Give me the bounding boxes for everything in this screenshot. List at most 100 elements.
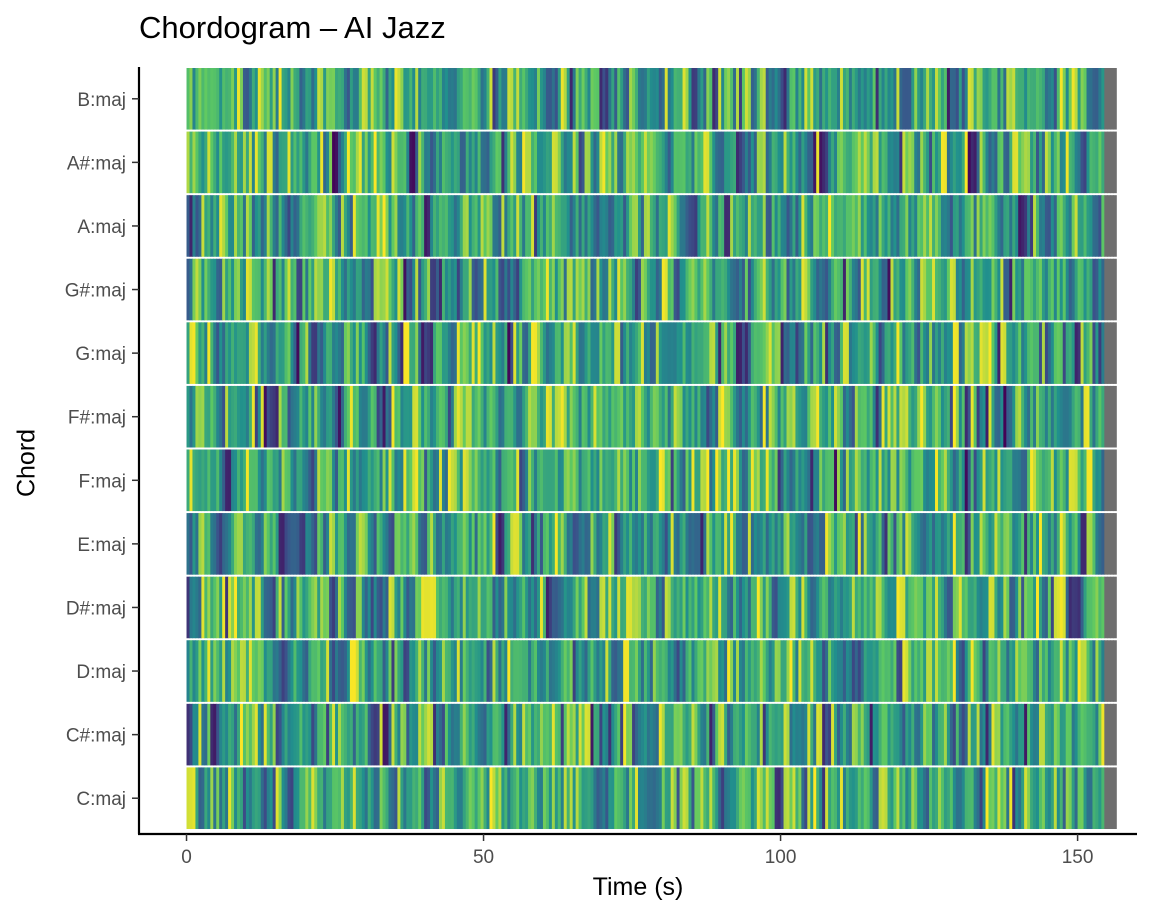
heatmap-cell	[510, 258, 514, 321]
heatmap-cell	[890, 258, 895, 321]
heatmap-cell	[340, 703, 345, 766]
heatmap-cell	[1074, 513, 1079, 575]
heatmap-cell	[667, 68, 672, 130]
heatmap-cell	[1056, 576, 1061, 639]
heatmap-cell	[323, 385, 327, 448]
heatmap-cell	[453, 767, 458, 829]
heatmap-cell	[617, 131, 621, 194]
heatmap-cell	[973, 449, 978, 512]
heatmap-cell	[685, 68, 690, 130]
heatmap-cell	[421, 513, 425, 575]
heatmap-cell	[234, 195, 238, 257]
heatmap-cell	[335, 767, 339, 829]
heatmap-cell	[706, 703, 710, 766]
heatmap-cell	[673, 767, 678, 829]
heatmap-cell	[955, 131, 960, 194]
heatmap-cell	[332, 258, 336, 321]
heatmap-cell	[373, 195, 378, 257]
heatmap-cell	[937, 767, 942, 829]
heatmap-cell	[1000, 68, 1004, 130]
heatmap-cell	[450, 640, 455, 702]
heatmap-cell	[709, 385, 713, 448]
heatmap-cell	[676, 322, 681, 384]
heatmap-cell	[899, 703, 903, 766]
heatmap-cell	[955, 513, 960, 575]
heatmap-cell	[1033, 258, 1037, 321]
heatmap-cell	[418, 322, 422, 384]
heatmap-cell	[1110, 68, 1114, 130]
heatmap-cell	[349, 131, 354, 194]
heatmap-cell	[860, 68, 865, 130]
heatmap-cell	[513, 258, 517, 321]
y-tick-label: G#:maj	[65, 281, 126, 302]
heatmap-cell	[352, 258, 357, 321]
heatmap-cell	[976, 449, 981, 512]
heatmap-cell	[311, 195, 315, 257]
heatmap-cell	[828, 449, 832, 512]
heatmap-cell	[1086, 640, 1091, 702]
heatmap-cell	[361, 640, 366, 702]
heatmap-cell	[1095, 322, 1099, 384]
heatmap-cell	[765, 195, 770, 257]
heatmap-cell	[964, 195, 969, 257]
heatmap-cell	[973, 195, 978, 257]
heatmap-cell	[590, 385, 595, 448]
heatmap-cell	[733, 131, 737, 194]
heatmap-cell	[929, 640, 933, 702]
heatmap-cell	[1006, 767, 1010, 829]
heatmap-cell	[560, 703, 565, 766]
heatmap-cell	[638, 131, 642, 194]
heatmap-cell	[700, 703, 704, 766]
heatmap-cell	[400, 258, 404, 321]
heatmap-cell	[946, 767, 951, 829]
heatmap-cell	[219, 513, 223, 575]
heatmap-cell	[275, 640, 280, 702]
heatmap-cell	[611, 767, 615, 829]
heatmap-cell	[189, 258, 194, 321]
heatmap-cell	[908, 322, 912, 384]
heatmap-cell	[943, 513, 948, 575]
heatmap-cell	[700, 322, 704, 384]
heatmap-cell	[804, 258, 808, 321]
heatmap-cell	[513, 576, 517, 639]
heatmap-cell	[278, 131, 283, 194]
heatmap-cell	[415, 195, 419, 257]
heatmap-cell	[937, 640, 942, 702]
heatmap-cell	[863, 513, 868, 575]
heatmap-cell	[911, 449, 915, 512]
heatmap-cell	[237, 576, 241, 639]
heatmap-cell	[952, 576, 957, 639]
heatmap-cell	[777, 576, 782, 639]
heatmap-cell	[1041, 513, 1046, 575]
heatmap-cell	[1003, 322, 1007, 384]
heatmap-cell	[1077, 767, 1082, 829]
heatmap-cell	[620, 640, 624, 702]
heatmap-cell	[940, 767, 945, 829]
heatmap-cell	[822, 195, 826, 257]
heatmap-cell	[471, 68, 476, 130]
heatmap-cell	[839, 385, 844, 448]
heatmap-cell	[534, 195, 538, 257]
heatmap-cell	[531, 385, 535, 448]
heatmap-cell	[860, 322, 865, 384]
heatmap-cell	[239, 322, 244, 384]
heatmap-cell	[1107, 576, 1111, 639]
heatmap-cell	[991, 449, 996, 512]
heatmap-cell	[438, 576, 443, 639]
heatmap-cell	[492, 385, 497, 448]
heatmap-cell	[394, 258, 399, 321]
heatmap-cell	[655, 576, 660, 639]
heatmap-cell	[1077, 385, 1082, 448]
heatmap-cell	[379, 576, 384, 639]
heatmap-cell	[242, 513, 247, 575]
heatmap-cell	[1000, 576, 1004, 639]
heatmap-cell	[320, 385, 324, 448]
heatmap-cell	[219, 576, 223, 639]
heatmap-cell	[1074, 68, 1079, 130]
heatmap-cell	[652, 703, 657, 766]
heatmap-cell	[433, 385, 437, 448]
heatmap-cell	[801, 703, 805, 766]
heatmap-cell	[935, 131, 939, 194]
heatmap-cell	[554, 258, 559, 321]
heatmap-cell	[935, 322, 939, 384]
